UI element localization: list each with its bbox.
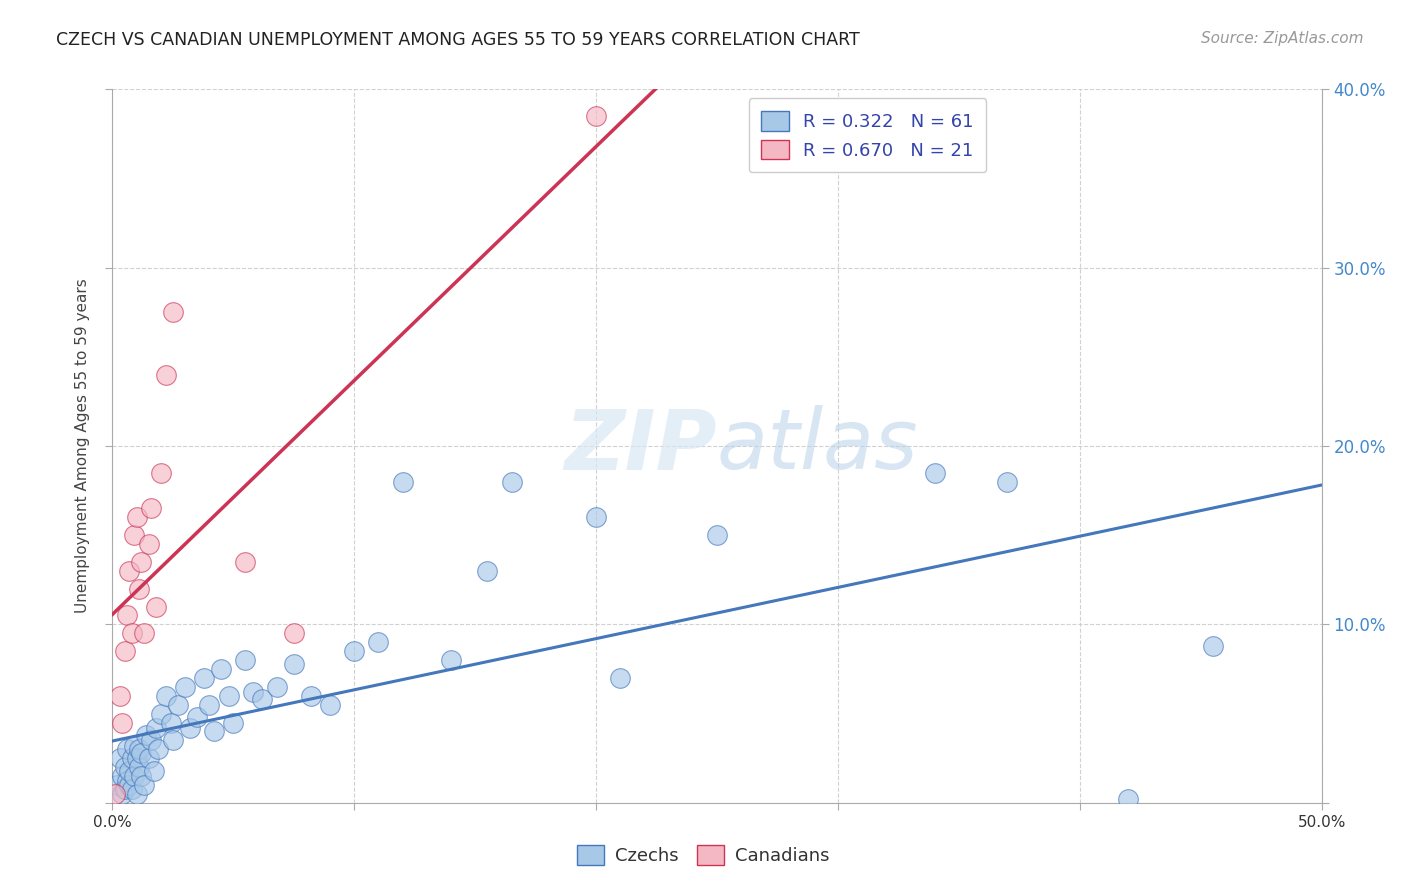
Canadians [155, 368, 177, 382]
Czechs [218, 689, 240, 703]
Czechs [121, 751, 143, 765]
Czechs [501, 475, 523, 489]
Czechs [159, 715, 181, 730]
Canadians [128, 582, 150, 596]
Canadians [162, 305, 184, 319]
Czechs [115, 742, 138, 756]
Czechs [609, 671, 631, 685]
Czechs [242, 685, 264, 699]
Canadians [132, 626, 155, 640]
Canadians [141, 501, 163, 516]
Czechs [162, 733, 184, 747]
Czechs [166, 698, 188, 712]
Czechs [121, 781, 143, 796]
Czechs [1202, 639, 1225, 653]
Czechs [391, 475, 413, 489]
Canadians [138, 537, 160, 551]
Canadians [585, 109, 607, 123]
Czechs [319, 698, 342, 712]
Czechs [128, 760, 150, 774]
Czechs [924, 466, 946, 480]
Legend: Czechs, Canadians: Czechs, Canadians [568, 836, 838, 874]
Czechs [222, 715, 245, 730]
Czechs [299, 689, 322, 703]
Czechs [148, 742, 170, 756]
Czechs [367, 635, 389, 649]
Czechs [145, 721, 167, 735]
Czechs [266, 680, 288, 694]
Czechs [202, 724, 225, 739]
Czechs [174, 680, 197, 694]
Canadians [149, 466, 172, 480]
Canadians [114, 644, 136, 658]
Czechs [131, 769, 153, 783]
Canadians [145, 599, 167, 614]
Text: atlas: atlas [717, 406, 918, 486]
Czechs [114, 781, 136, 796]
Czechs [115, 774, 138, 789]
Czechs [111, 769, 134, 783]
Czechs [193, 671, 215, 685]
Canadians [108, 689, 131, 703]
Czechs [114, 760, 136, 774]
Canadians [235, 555, 257, 569]
Czechs [343, 644, 366, 658]
Czechs [138, 751, 160, 765]
Czechs [585, 510, 607, 524]
Text: Source: ZipAtlas.com: Source: ZipAtlas.com [1201, 31, 1364, 46]
Czechs [142, 764, 165, 778]
Canadians [104, 787, 127, 801]
Czechs [118, 764, 141, 778]
Text: CZECH VS CANADIAN UNEMPLOYMENT AMONG AGES 55 TO 59 YEARS CORRELATION CHART: CZECH VS CANADIAN UNEMPLOYMENT AMONG AGE… [56, 31, 860, 49]
Czechs [125, 787, 148, 801]
Czechs [105, 778, 128, 792]
Czechs [155, 689, 177, 703]
Czechs [706, 528, 728, 542]
Czechs [477, 564, 499, 578]
Czechs [122, 769, 145, 783]
Canadians [131, 555, 153, 569]
Czechs [1116, 792, 1139, 806]
Czechs [440, 653, 463, 667]
Canadians [122, 528, 145, 542]
Czechs [135, 728, 157, 742]
Canadians [283, 626, 305, 640]
Canadians [125, 510, 148, 524]
Y-axis label: Unemployment Among Ages 55 to 59 years: Unemployment Among Ages 55 to 59 years [75, 278, 90, 614]
Czechs [198, 698, 221, 712]
Czechs [209, 662, 232, 676]
Czechs [235, 653, 257, 667]
Czechs [122, 739, 145, 753]
Text: ZIP: ZIP [564, 406, 717, 486]
Czechs [111, 787, 134, 801]
Canadians [111, 715, 134, 730]
Czechs [283, 657, 305, 671]
Czechs [252, 692, 274, 706]
Czechs [128, 742, 150, 756]
Czechs [995, 475, 1018, 489]
Czechs [131, 746, 153, 760]
Czechs [108, 751, 131, 765]
Czechs [186, 710, 208, 724]
Canadians [118, 564, 141, 578]
Legend: R = 0.322   N = 61, R = 0.670   N = 21: R = 0.322 N = 61, R = 0.670 N = 21 [749, 98, 986, 172]
Czechs [132, 778, 155, 792]
Czechs [118, 778, 141, 792]
Czechs [125, 751, 148, 765]
Czechs [179, 721, 201, 735]
Canadians [121, 626, 143, 640]
Czechs [141, 733, 163, 747]
Czechs [149, 706, 172, 721]
Canadians [115, 608, 138, 623]
